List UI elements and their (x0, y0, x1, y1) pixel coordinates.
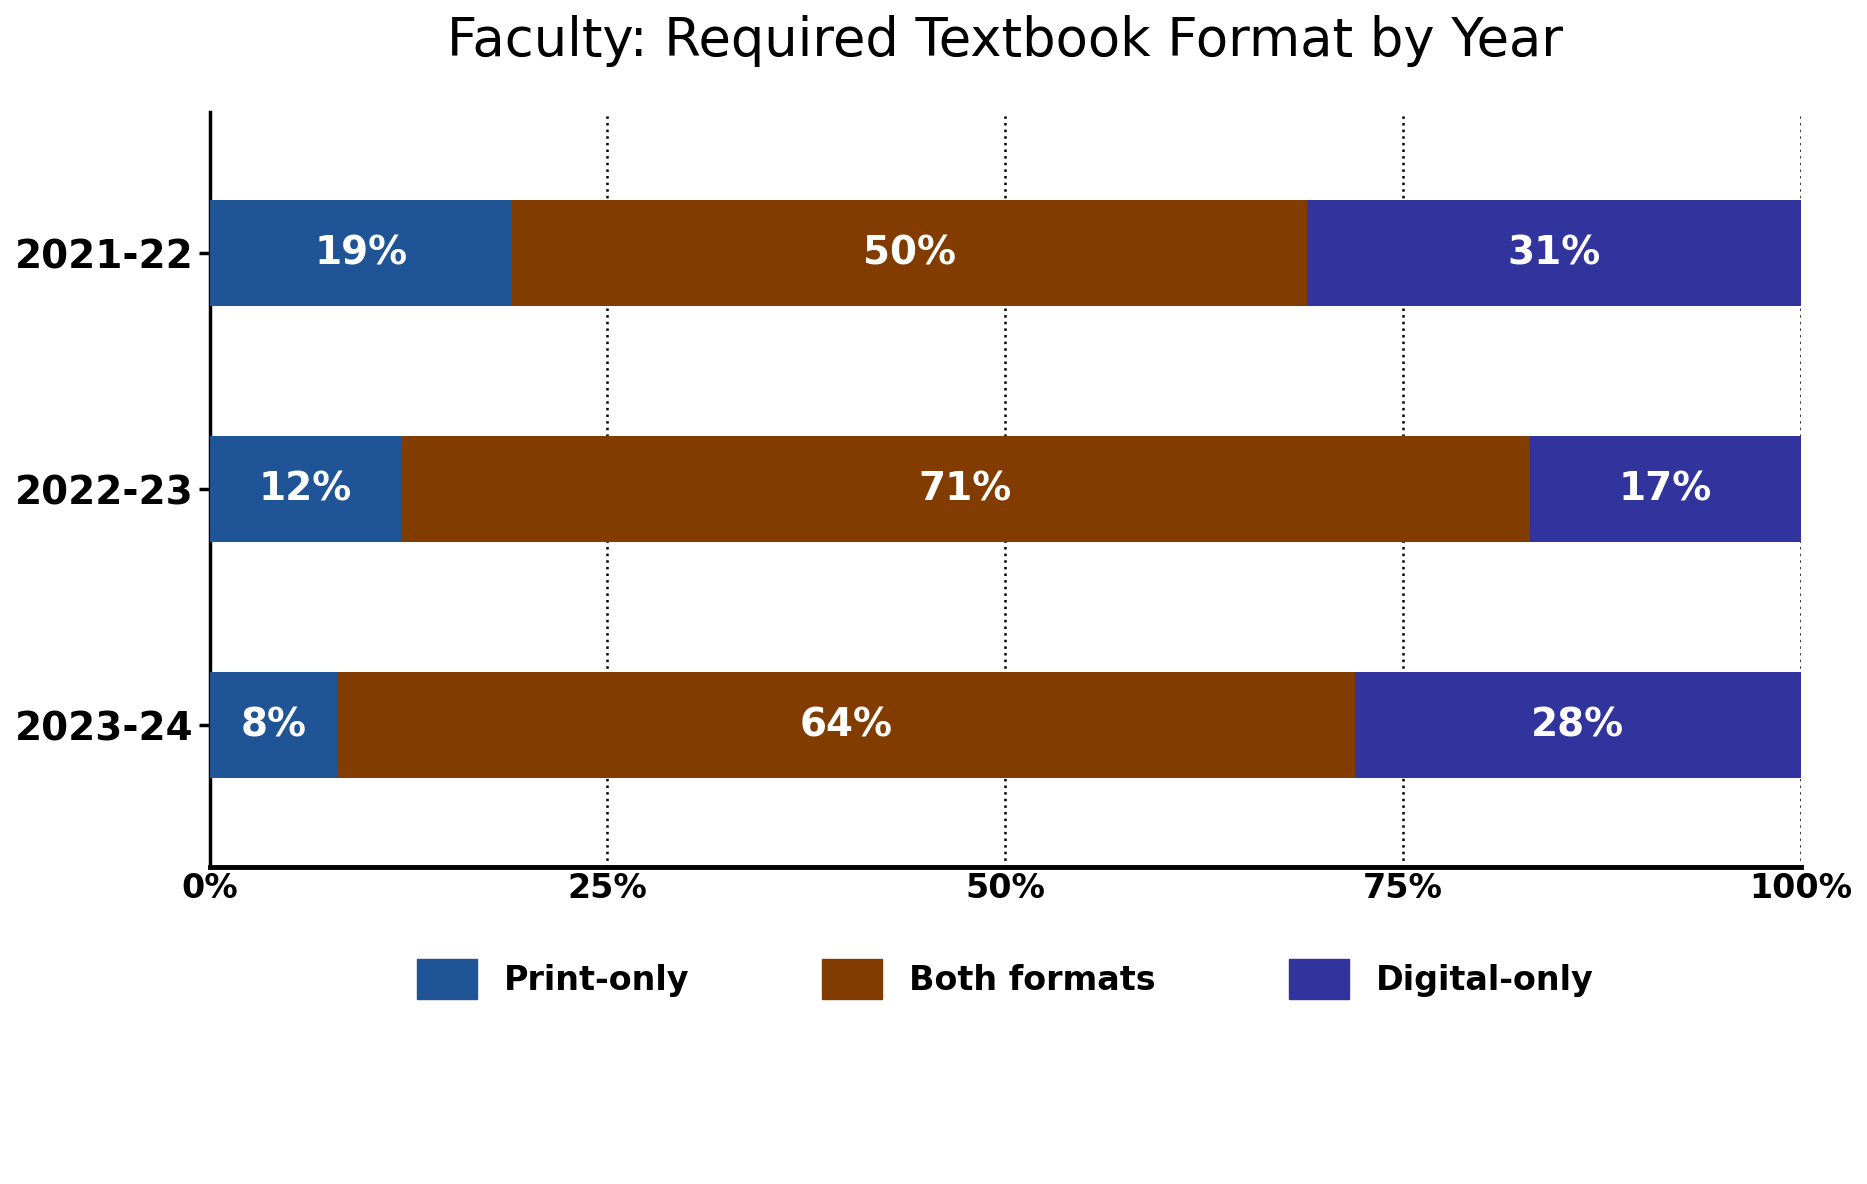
Bar (1355, 673, 1800, 778)
Text: 28%: 28% (1531, 706, 1624, 744)
Text: 17%: 17% (1619, 470, 1712, 508)
Legend: Print-only, Both formats, Digital-only: Print-only, Both formats, Digital-only (400, 942, 1609, 1016)
Bar (209, 673, 336, 778)
Bar (336, 673, 1355, 778)
Text: 64%: 64% (799, 706, 892, 744)
Text: 19%: 19% (314, 234, 407, 272)
Bar (209, 200, 512, 307)
Bar (209, 436, 401, 542)
Bar (401, 436, 1531, 542)
Text: 12%: 12% (258, 470, 351, 508)
Bar (1531, 436, 1800, 542)
Title: Faculty: Required Textbook Format by Year: Faculty: Required Textbook Format by Yea… (446, 15, 1563, 67)
Text: 31%: 31% (1507, 234, 1600, 272)
Bar (512, 200, 1307, 307)
Text: 50%: 50% (863, 234, 956, 272)
Text: 8%: 8% (241, 706, 306, 744)
Text: 71%: 71% (919, 470, 1012, 508)
Bar (1307, 200, 1800, 307)
